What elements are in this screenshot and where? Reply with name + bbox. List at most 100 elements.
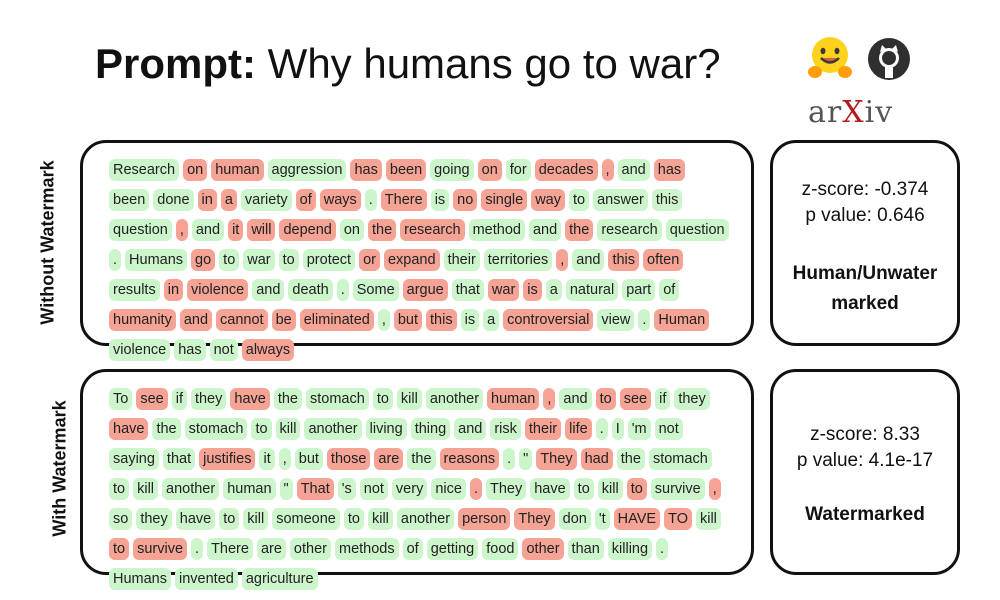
without-token: . [638, 309, 651, 331]
with-token: human [487, 388, 540, 410]
with-token: , [543, 388, 556, 410]
without-token: method [468, 219, 525, 241]
with-token: other [289, 538, 331, 560]
with-token: To [109, 388, 133, 410]
without-token: in [163, 279, 184, 301]
without-token: question [665, 219, 729, 241]
without-token: Human [654, 309, 710, 331]
without-token: and [191, 219, 225, 241]
with-token: the [407, 448, 436, 470]
with-token: kill [133, 478, 159, 500]
without-token: , [377, 309, 390, 331]
with-token: reasons [439, 448, 500, 470]
with-watermark-label: With Watermark [49, 400, 70, 537]
without-token: violence [109, 339, 171, 361]
without-verdict: Human/Unwater marked [779, 259, 951, 319]
with-token: not [359, 478, 388, 500]
without-token: cannot [216, 309, 268, 331]
title-text: Why humans go to war? [267, 40, 721, 87]
with-token: 't [594, 508, 610, 530]
with-token: very [391, 478, 428, 500]
without-verdict-line-2: marked [831, 293, 899, 314]
title-prefix: Prompt: [95, 40, 256, 87]
without-token: research [400, 219, 465, 241]
without-pvalue: p value: 0.646 [805, 205, 925, 226]
with-token: thing [410, 418, 451, 440]
without-token: has [350, 159, 382, 181]
without-token: their [443, 249, 480, 271]
with-token: have [530, 478, 570, 500]
without-token: Some [352, 279, 399, 301]
with-token: methods [334, 538, 399, 560]
without-token: humanity [109, 309, 176, 331]
without-token: always [241, 339, 295, 361]
without-token: single [481, 189, 528, 211]
without-token: decades [534, 159, 598, 181]
with-token: another [396, 508, 455, 530]
with-token: that [162, 448, 196, 470]
without-token: on [477, 159, 502, 181]
with-token: kill [396, 388, 422, 410]
with-watermark-score-panel: z-score: 8.33 p value: 4.1e-17 Watermark… [770, 369, 960, 575]
with-token: survive [133, 538, 188, 560]
with-zscore: z-score: 8.33 [810, 424, 920, 445]
without-token: research [597, 219, 662, 241]
with-token: to [573, 478, 594, 500]
with-token: I [611, 418, 624, 440]
without-token: to [569, 189, 590, 211]
without-token: , [556, 249, 569, 271]
github-icon[interactable] [866, 36, 912, 82]
with-token: stomach [306, 388, 369, 410]
with-token: another [162, 478, 220, 500]
without-token: . [109, 249, 122, 271]
without-token: this [426, 309, 457, 331]
with-token: of [402, 538, 423, 560]
without-token: depend [279, 219, 336, 241]
with-token: to [251, 418, 272, 440]
without-token: been [385, 159, 427, 181]
with-token: someone [272, 508, 340, 530]
without-token: been [109, 189, 150, 211]
without-token: eliminated [299, 309, 374, 331]
with-score-box: z-score: 8.33 p value: 4.1e-17 [773, 422, 957, 474]
without-token: territories [483, 249, 553, 271]
without-watermark-tokens: Research on human aggression has been going on f… [109, 159, 733, 369]
with-token: to [109, 478, 130, 500]
with-token: if [171, 388, 187, 410]
without-token: will [247, 219, 276, 241]
with-token: the [273, 388, 303, 410]
with-token: food [482, 538, 519, 560]
with-watermark-text-panel: To see if they have the stomach to kill another hu… [80, 369, 754, 590]
with-token: , [708, 478, 721, 500]
with-token: invented [175, 568, 238, 590]
with-token: saying [109, 448, 159, 470]
without-token: and [528, 219, 562, 241]
with-token: Humans [109, 568, 171, 590]
without-token: that [451, 279, 484, 301]
without-token: going [430, 159, 474, 181]
without-token: is [430, 189, 450, 211]
with-pvalue: p value: 4.1e-17 [796, 450, 934, 471]
with-token: to [626, 478, 647, 500]
with-token: those [326, 448, 371, 470]
without-token: . [364, 189, 377, 211]
with-token: have [109, 418, 149, 440]
hugging-face-icon[interactable] [806, 34, 854, 82]
with-token: TO [664, 508, 692, 530]
with-token: the [616, 448, 645, 470]
without-token: There [380, 189, 427, 211]
arxiv-logo[interactable]: arXiv [808, 95, 894, 130]
with-token: They [514, 508, 555, 530]
with-token: There [207, 538, 253, 560]
without-token: a [483, 309, 500, 331]
with-token: agriculture [241, 568, 318, 590]
without-token: and [617, 159, 650, 181]
without-token: the [565, 219, 594, 241]
with-token: 's [337, 478, 356, 500]
with-token: their [524, 418, 562, 440]
without-token: war [243, 249, 275, 271]
with-token: another [425, 388, 484, 410]
with-token: survive [650, 478, 705, 500]
without-token: aggression [267, 159, 347, 181]
with-token: they [674, 388, 710, 410]
